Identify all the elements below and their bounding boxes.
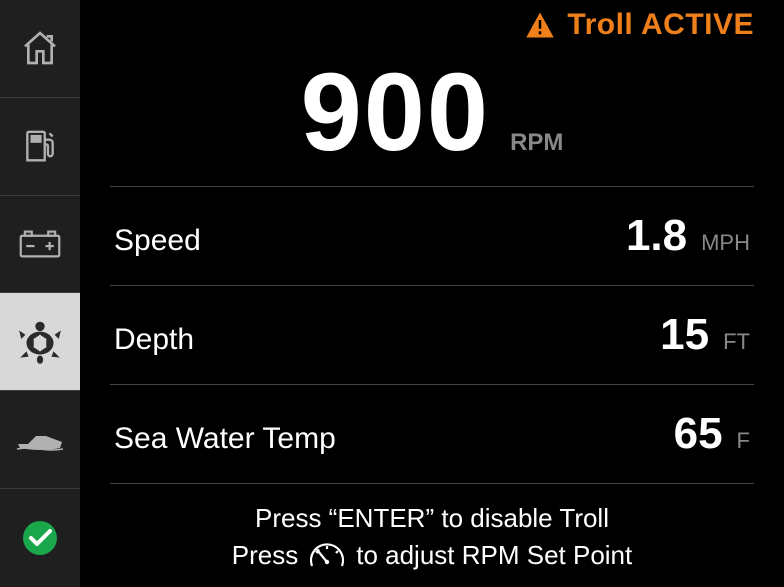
row-seawatertemp: Sea Water Temp 65 F xyxy=(110,385,754,484)
rpm-value: 900 xyxy=(301,58,491,168)
row-unit: MPH xyxy=(701,230,750,256)
row-value: 15 xyxy=(660,310,709,360)
footer-hints: Press “ENTER” to disable Troll Press to … xyxy=(110,500,754,587)
check-circle-icon xyxy=(20,518,60,558)
rpm-block: 900 RPM xyxy=(110,50,754,187)
sidebar-item-fuel[interactable] xyxy=(0,98,80,196)
row-label: Speed xyxy=(114,224,201,258)
row-value: 65 xyxy=(674,409,723,459)
main-panel: Troll ACTIVE 900 RPM Speed 1.8 MPH Depth… xyxy=(80,0,784,587)
sidebar xyxy=(0,0,80,587)
boat-icon xyxy=(16,425,64,455)
row-depth: Depth 15 FT xyxy=(110,286,754,385)
turtle-icon xyxy=(15,317,65,367)
row-unit: FT xyxy=(723,329,750,355)
footer-text: to adjust RPM Set Point xyxy=(356,537,632,573)
home-icon xyxy=(20,28,60,68)
warning-icon xyxy=(525,11,555,39)
row-value: 1.8 xyxy=(626,211,687,261)
sidebar-item-home[interactable] xyxy=(0,0,80,98)
status-text: Troll ACTIVE xyxy=(567,8,754,42)
battery-icon xyxy=(18,227,62,261)
sidebar-item-boat[interactable] xyxy=(0,391,80,489)
screen: Troll ACTIVE 900 RPM Speed 1.8 MPH Depth… xyxy=(0,0,784,587)
row-label: Sea Water Temp xyxy=(114,422,336,456)
status-bar: Troll ACTIVE xyxy=(110,0,754,50)
sidebar-item-status[interactable] xyxy=(0,489,80,587)
footer-line-1: Press “ENTER” to disable Troll xyxy=(110,500,754,536)
row-label: Depth xyxy=(114,323,194,357)
row-unit: F xyxy=(737,428,750,454)
sidebar-item-battery[interactable] xyxy=(0,196,80,294)
footer-line-2: Press to adjust RPM Set Point xyxy=(110,537,754,573)
footer-text: Press “ENTER” to disable Troll xyxy=(255,500,609,536)
sidebar-item-troll[interactable] xyxy=(0,293,80,391)
footer-text: Press xyxy=(232,537,298,573)
gauge-icon xyxy=(308,540,346,570)
row-speed: Speed 1.8 MPH xyxy=(110,187,754,286)
rpm-unit: RPM xyxy=(510,129,563,157)
fuel-icon xyxy=(21,127,59,165)
